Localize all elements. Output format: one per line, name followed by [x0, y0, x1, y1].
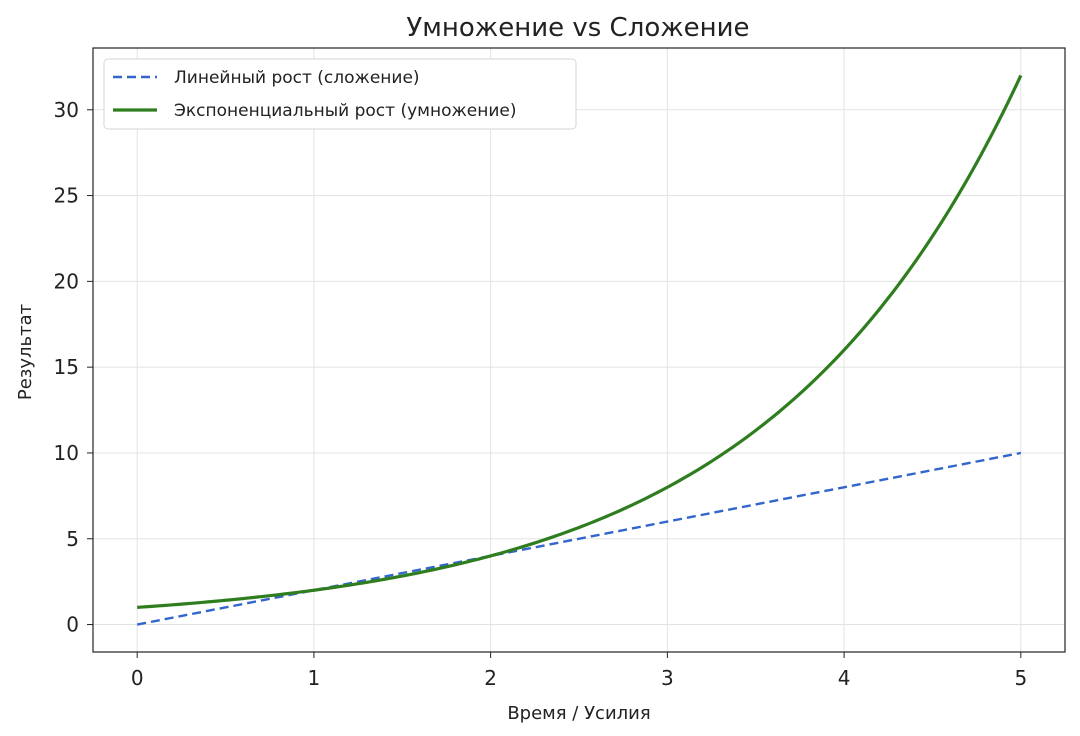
x-axis: 0 1 2 3 4 5 — [131, 652, 1027, 690]
y-tick-label: 5 — [66, 527, 79, 551]
x-tick-label: 3 — [661, 666, 674, 690]
y-axis-label: Результат — [15, 304, 36, 400]
grid — [93, 48, 1065, 652]
x-tick-label: 1 — [308, 666, 321, 690]
chart-title: Умножение vs Сложение — [406, 13, 749, 43]
y-tick-label: 25 — [54, 184, 79, 208]
y-tick-label: 15 — [54, 355, 79, 379]
x-tick-label: 5 — [1014, 666, 1027, 690]
plot-area — [92, 47, 1066, 653]
legend: Линейный рост (сложение) Экспоненциальны… — [103, 58, 577, 130]
series-linear-line — [136, 451, 1022, 626]
x-tick-label: 2 — [484, 666, 497, 690]
x-axis-label: Время / Усилия — [507, 703, 650, 724]
legend-label-linear: Линейный рост (сложение) — [174, 68, 420, 88]
y-tick-label: 0 — [66, 613, 79, 637]
y-tick-label: 20 — [54, 269, 79, 293]
series-exponential-line — [137, 74, 1023, 609]
y-axis: 0 5 10 15 20 25 30 — [54, 98, 93, 637]
y-tick-label: 30 — [54, 98, 79, 122]
legend-label-exponential: Экспоненциальный рост (умножение) — [174, 101, 517, 121]
series-layer — [136, 74, 1023, 626]
legend-box — [103, 58, 577, 130]
x-tick-label: 0 — [131, 666, 144, 690]
y-tick-label: 10 — [54, 441, 79, 465]
x-tick-label: 4 — [838, 666, 851, 690]
